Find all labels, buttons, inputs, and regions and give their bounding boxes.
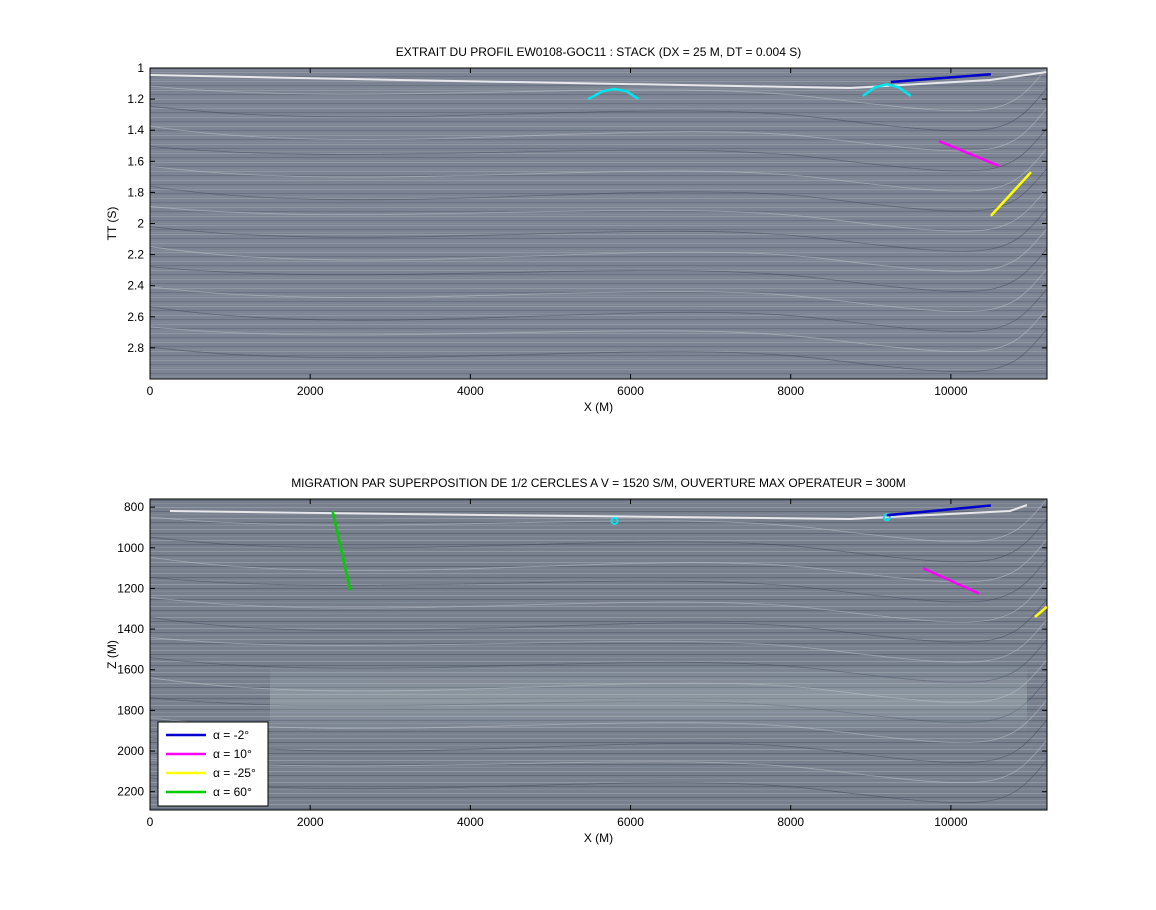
seafloor-reflector: [149, 71, 1048, 90]
overlay-line: [886, 504, 992, 517]
overlay-group: [587, 72, 1032, 217]
y-tick-label: 1.2: [127, 92, 144, 106]
y-tick-label: 800: [124, 500, 144, 514]
y-tick-label: 1600: [117, 663, 144, 677]
x-tick-label: 8000: [777, 384, 804, 398]
overlay-circle: [610, 516, 619, 525]
y-tick-label: 2.6: [127, 310, 144, 324]
legend-label: α = 10°: [213, 747, 252, 761]
legend-label: α = 60°: [213, 785, 252, 799]
x-tick-label: 6000: [617, 384, 644, 398]
legend-label: α = -2°: [213, 728, 249, 742]
migration-panel: 0 2000 4000 6000 8000 10000 800 1000 1200 1400 160…: [105, 476, 1048, 845]
x-axis-label: X (M): [584, 400, 613, 414]
legend-label: α = -25°: [213, 766, 256, 780]
overlay-line: [1034, 605, 1047, 618]
x-axis-label: X (M): [584, 831, 613, 845]
stack-panel: 0 2000 4000 6000 8000 10000 1 1.2 1.4 1.6 1.8 2 2.2 2…: [105, 45, 1048, 414]
x-tick-label: 6000: [617, 815, 644, 829]
chart-title: MIGRATION PAR SUPERPOSITION DE 1/2 CERCL…: [291, 476, 906, 490]
y-tick-label: 1800: [117, 703, 144, 717]
y-tick-label: 2.2: [127, 248, 144, 262]
reflector-texture: [149, 67, 1048, 373]
y-tick-label: 2000: [117, 744, 144, 758]
overlay-group: [331, 504, 1047, 618]
seismic-image: [150, 68, 1047, 379]
x-tick-label: 10000: [934, 384, 968, 398]
y-tick-label: 2: [137, 217, 144, 231]
y-tick-label: 1: [137, 61, 144, 75]
overlay-line: [990, 171, 1032, 217]
overlay-line: [938, 139, 1000, 168]
x-tick-label: 2000: [297, 384, 324, 398]
x-tick-label: 0: [147, 815, 154, 829]
overlay-arc: [862, 83, 912, 98]
legend: α = -2° α = 10° α = -25° α = 60°: [157, 721, 269, 807]
overlay-line: [890, 72, 992, 84]
y-tick-label: 2.4: [127, 279, 144, 293]
x-tick-label: 0: [147, 384, 154, 398]
x-tick-label: 4000: [457, 384, 484, 398]
x-tick-label: 10000: [934, 815, 968, 829]
y-tick-label: 1.4: [127, 123, 144, 137]
axes-frame: [149, 498, 1048, 811]
y-axis-label: TT (S): [105, 207, 119, 241]
overlay-arc: [587, 87, 640, 101]
y-tick-label: 1.6: [127, 154, 144, 168]
seismic-image: [150, 499, 1047, 810]
x-tick-label: 8000: [777, 815, 804, 829]
y-tick-label: 1000: [117, 541, 144, 555]
overlay-line: [331, 510, 352, 591]
y-tick-label: 1.8: [127, 185, 144, 199]
y-tick-label: 2.8: [127, 341, 144, 355]
seafloor-reflector: [169, 504, 1028, 521]
y-tick-label: 1200: [117, 581, 144, 595]
x-tick-label: 4000: [457, 815, 484, 829]
deep-amplitude-band: [270, 664, 1027, 734]
y-axis-label: Z (M): [105, 640, 119, 669]
y-tick-label: 1400: [117, 622, 144, 636]
y-tick-label: 2200: [117, 785, 144, 799]
overlay-line: [922, 566, 980, 595]
x-tick-label: 2000: [297, 815, 324, 829]
chart-title: EXTRAIT DU PROFIL EW0108-GOC11 : STACK (…: [396, 45, 801, 59]
